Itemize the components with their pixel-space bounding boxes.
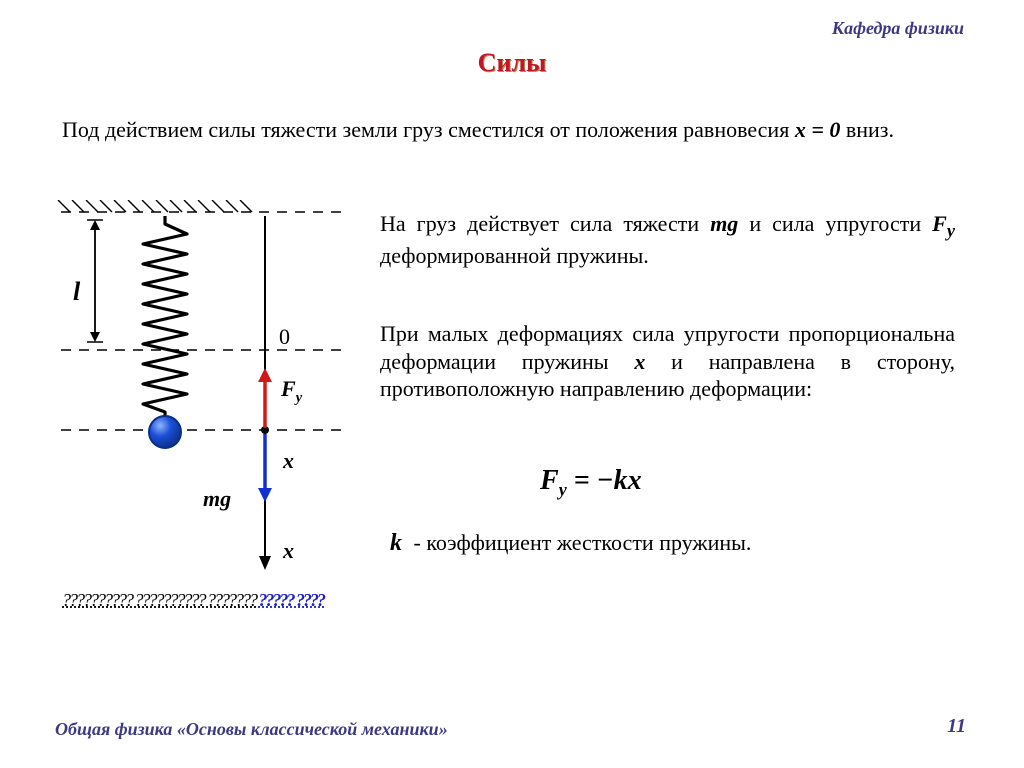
para2-b: и сила упругости (738, 211, 932, 236)
para2-a: На груз действует сила тяжести (380, 211, 710, 236)
paragraph-hooke: При малых деформациях сила упругости про… (380, 320, 955, 403)
k-definition: k - коэффициент жесткости пружины. (390, 530, 960, 557)
x-symbol: x (634, 349, 645, 374)
department-label: Кафедра физики (832, 18, 964, 39)
svg-text:l: l (73, 277, 81, 306)
svg-text:mg: mg (203, 486, 231, 511)
svg-text:x: x (282, 538, 294, 563)
slide-title: Силы (0, 48, 1024, 78)
svg-text:0: 0 (279, 324, 290, 349)
unreadable-footnote: ?????????? ?????????? ??????? ????? ???? (62, 590, 562, 611)
hooke-formula: Fу = −kx (540, 465, 642, 501)
svg-text:x: x (282, 448, 294, 473)
paragraph-intro: Под действием силы тяжести земли груз см… (62, 116, 962, 144)
k-symbol: k (390, 530, 402, 556)
mystery-blue: ????? ???? (259, 590, 325, 610)
mg-symbol: mg (710, 211, 738, 236)
para1-post: вниз. (840, 117, 894, 142)
para1-eq: x = 0 (795, 117, 841, 142)
spring-diagram: l 0 Fу x mg x (55, 200, 355, 580)
course-footer: Общая физика «Основы классической механи… (55, 719, 448, 740)
para1-pre: Под действием силы тяжести земли груз см… (62, 117, 795, 142)
para2-c: деформированной пружины. (380, 243, 649, 268)
paragraph-forces: На груз действует сила тяжести mg и сила… (380, 210, 955, 270)
k-text: - коэффициент жесткости пружины. (408, 530, 751, 555)
page-number: 11 (947, 715, 966, 738)
F-symbol: Fу (932, 211, 955, 236)
mystery-black: ?????????? ?????????? ??????? (62, 590, 259, 610)
svg-text:Fу: Fу (280, 376, 303, 406)
